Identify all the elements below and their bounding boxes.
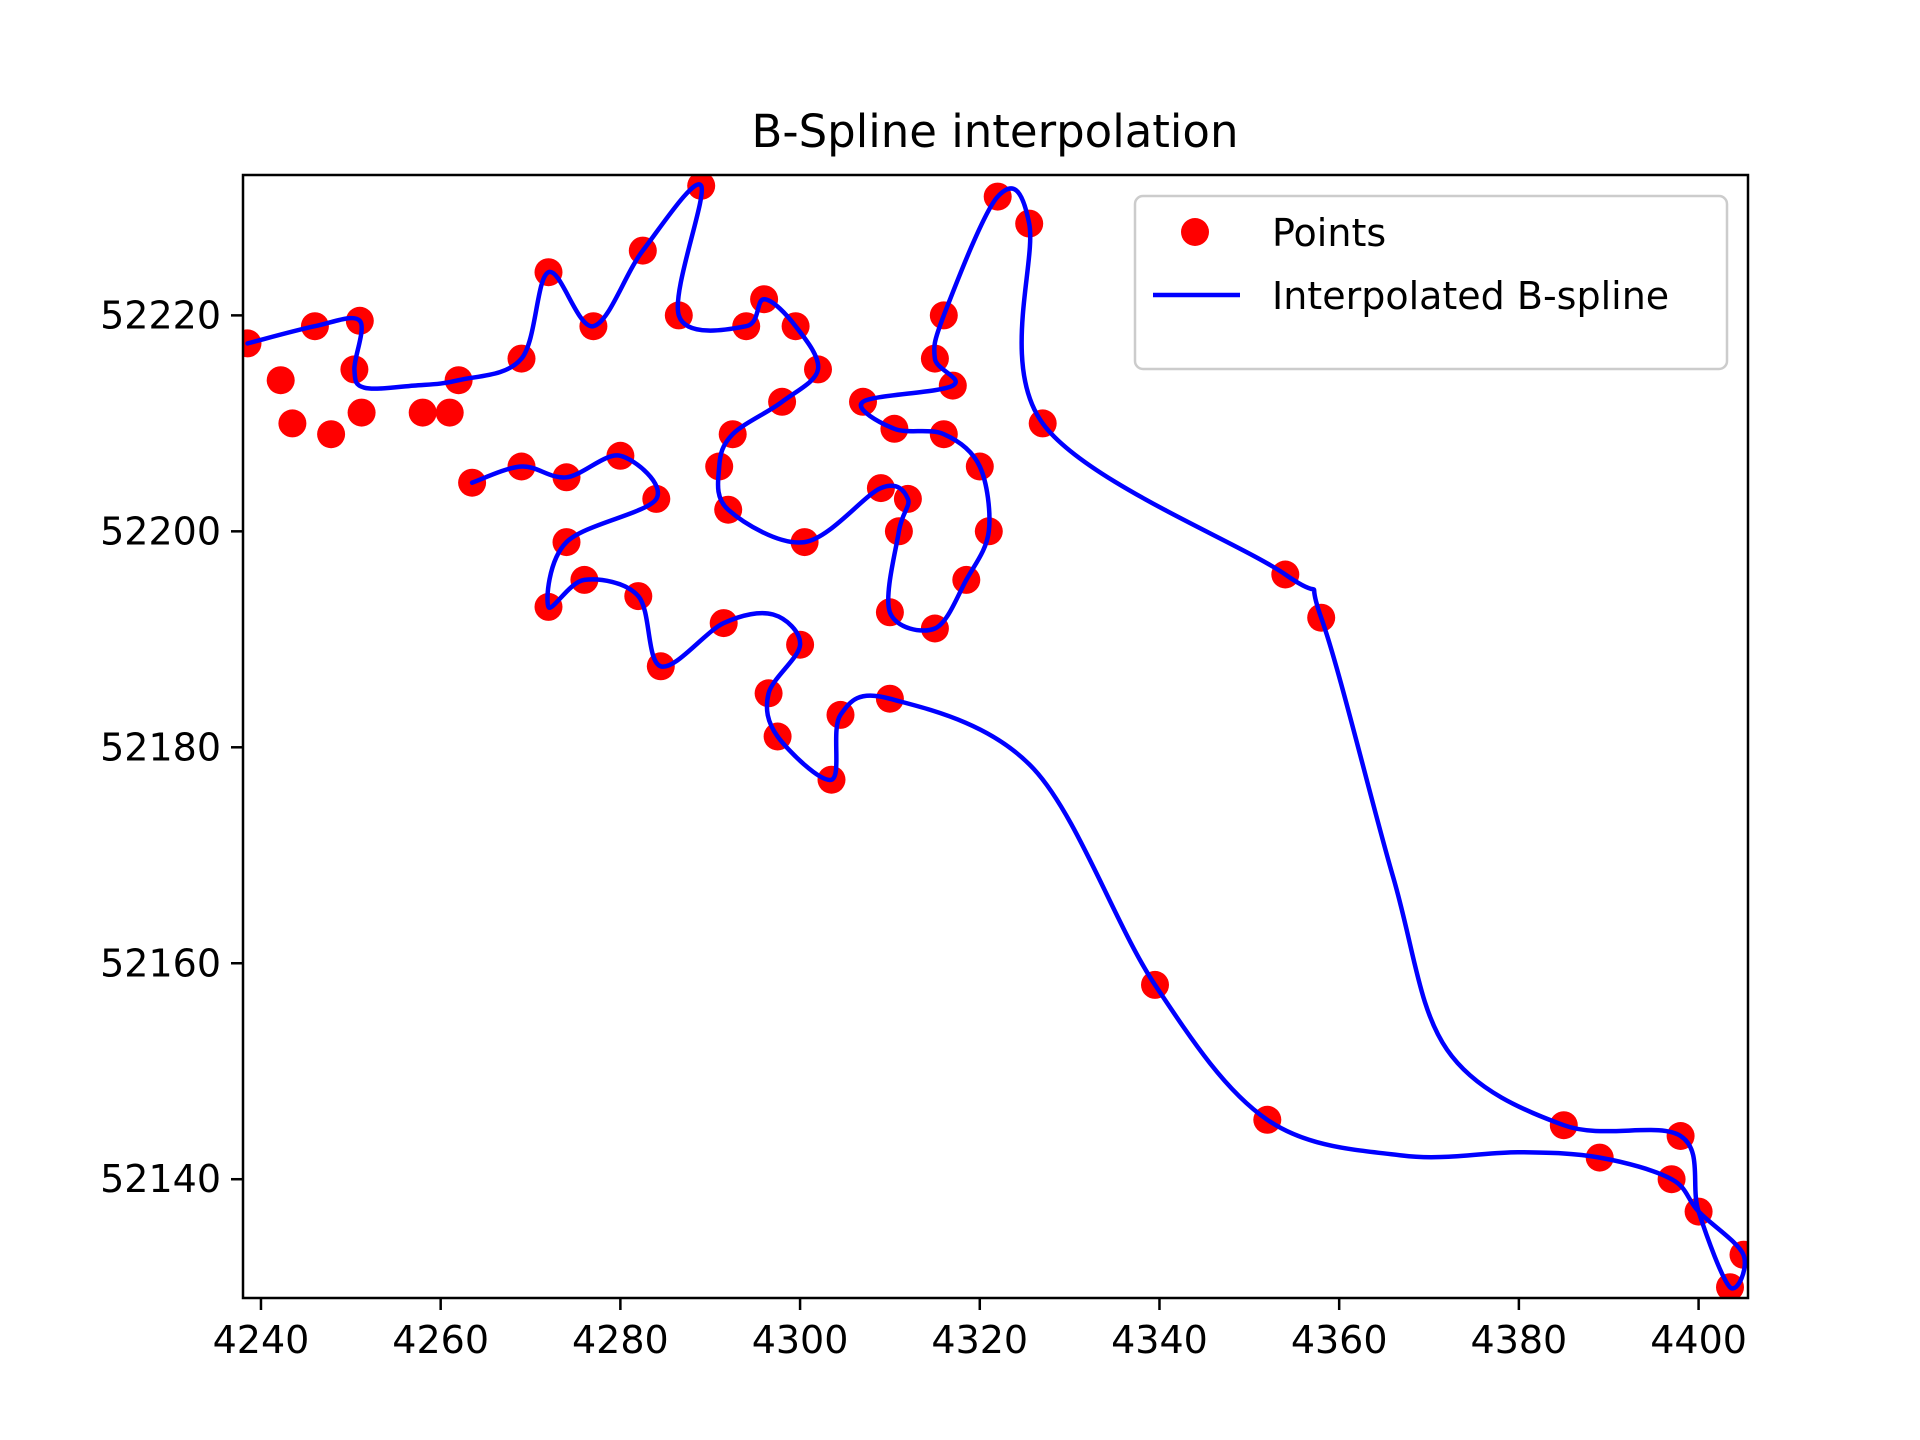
data-point: [435, 398, 464, 427]
x-tick-label: 4320: [931, 1318, 1028, 1362]
axes-frame: [241, 173, 1750, 1300]
x-tick-label: 4380: [1471, 1318, 1568, 1362]
data-point: [347, 398, 376, 427]
legend-label-points: Points: [1272, 211, 1386, 255]
legend-marker-points: [1181, 218, 1209, 246]
plot-area: [243, 175, 1748, 1298]
x-tick-label: 4400: [1650, 1318, 1747, 1362]
interpolated-spline-line: [245, 182, 1747, 1291]
chart-title: B-Spline interpolation: [752, 105, 1239, 158]
legend-label-spline: Interpolated B-spline: [1272, 274, 1669, 318]
x-tick-label: 4260: [392, 1318, 489, 1362]
y-tick-label: 52220: [100, 293, 221, 337]
data-point: [317, 420, 346, 449]
y-tick-label: 52200: [100, 509, 221, 553]
y-tick-label: 52160: [100, 941, 221, 985]
y-tick-label: 52140: [100, 1157, 221, 1201]
x-tick-label: 4300: [752, 1318, 849, 1362]
data-point: [266, 366, 295, 395]
x-axis: 4240 4260 4280 4300 4320 4340 4360 4380 4400: [213, 1298, 1747, 1362]
y-axis: 52140 52160 52180 52200 52220: [100, 293, 243, 1201]
data-point: [408, 398, 437, 427]
x-tick-label: 4360: [1291, 1318, 1388, 1362]
x-tick-label: 4240: [213, 1318, 310, 1362]
data-point: [278, 409, 307, 438]
x-tick-label: 4340: [1111, 1318, 1208, 1362]
x-tick-label: 4280: [572, 1318, 669, 1362]
legend: Points Interpolated B-spline: [1133, 194, 1729, 371]
legend-box: [1133, 194, 1729, 371]
y-tick-label: 52180: [100, 725, 221, 769]
